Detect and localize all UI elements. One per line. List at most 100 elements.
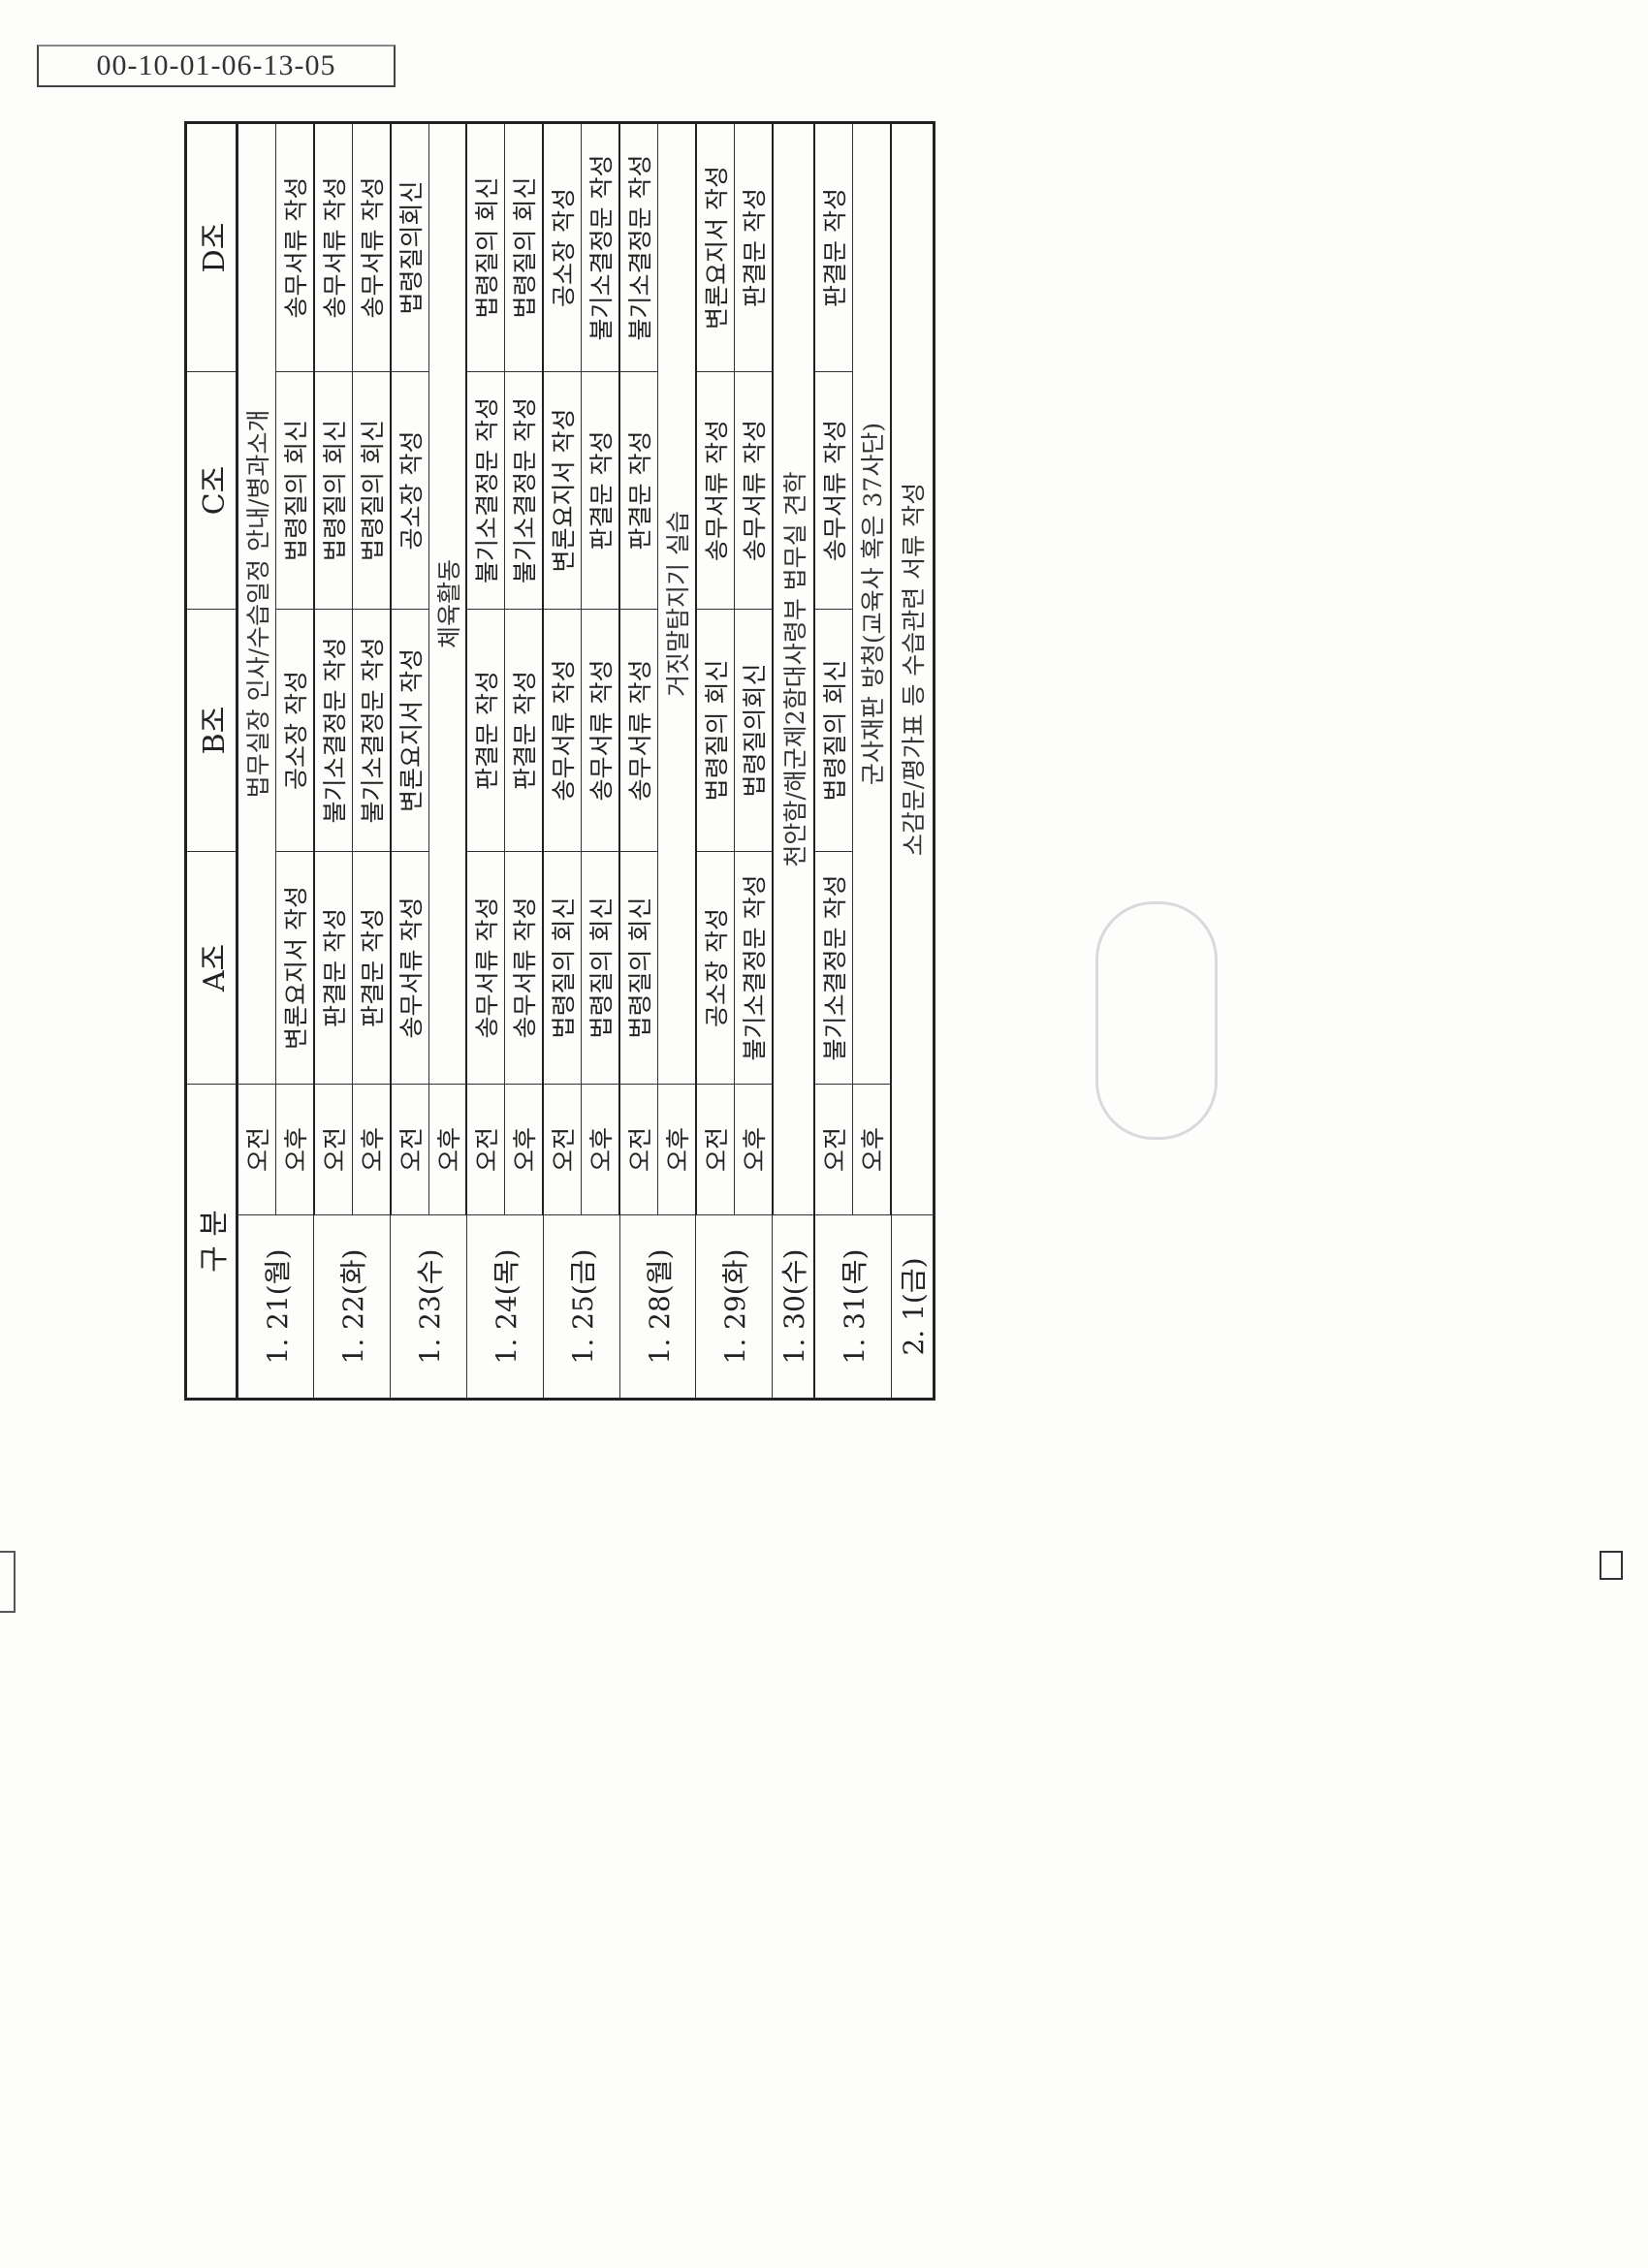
date-cell: 1. 22(화) (313, 1214, 391, 1400)
group-task-cell: 법령질의 회신 (543, 851, 582, 1085)
common-activity: 법무실장 인사/수습일정 안내/병과소개 (237, 122, 276, 1085)
date-cell: 1. 24(목) (466, 1214, 544, 1400)
schedule-table: 구 분 A조 B조 C조 D조 1. 21(월) 오전 법무실장 인사/수습일정 안… (184, 121, 935, 1401)
group-task-cell: 송무서류 작성 (581, 609, 620, 852)
table-row: 1. 29(화) 오전 공소장 작성 법령질의 회신 송무서류 작성 변론요지서 작성 (695, 122, 773, 1400)
table-row: 오후 변론요지서 작성 공소장 작성 법령질의 회신 송무서류 작성 (275, 122, 314, 1400)
group-task-cell: 불기소결정문 작성 (504, 371, 544, 610)
group-task-cell: 송무서류 작성 (814, 371, 853, 610)
group-task-cell: 불기소결정문 작성 (466, 371, 505, 610)
table-row: 1. 24(목) 오전 송무서류 작성 판결문 작성 불기소결정문 작성 법령질의 회신 (466, 122, 544, 1400)
group-task-cell: 법령질의 회신 (581, 851, 620, 1085)
group-task-cell: 불기소결정문 작성 (814, 851, 853, 1085)
group-task-cell: 송무서류 작성 (734, 371, 773, 610)
group-task-cell: 법령질의회신 (734, 609, 773, 852)
group-task-cell: 법령질의 회신 (814, 609, 853, 852)
table-row: 1. 28(월) 오전 법령질의 회신 송무서류 작성 판결문 작성 불기소결정문 작성 (619, 122, 696, 1400)
date-cell: 2. 1(금) (891, 1214, 935, 1400)
table-row: 2. 1(금) 소감문/평가표 등 수습관련 서류 작성 (891, 122, 935, 1400)
full-day-activity: 천안함/해군제2함대사령부 법무실 견학 (772, 122, 815, 1215)
date-cell: 1. 31(목) (814, 1214, 892, 1400)
time-cell: 오전 (466, 1084, 505, 1215)
common-activity: 체육활동 (428, 122, 467, 1085)
group-task-cell: 송무서류 작성 (390, 851, 429, 1085)
date-cell: 1. 28(월) (619, 1214, 696, 1400)
schedule-table-rotated: 구 분 A조 B조 C조 D조 1. 21(월) 오전 법무실장 인사/수습일정 안… (184, 121, 935, 1401)
date-cell: 1. 30(수) (772, 1214, 815, 1400)
group-task-cell: 판결문 작성 (313, 851, 353, 1085)
group-task-cell: 공소장 작성 (695, 851, 735, 1085)
group-task-cell: 송무서류 작성 (275, 122, 314, 372)
table-row: 오후 불기소결정문 작성 법령질의회신 송무서류 작성 판결문 작성 (734, 122, 773, 1400)
group-task-cell: 판결문 작성 (814, 122, 853, 372)
time-cell: 오전 (390, 1084, 429, 1215)
group-task-cell: 공소장 작성 (275, 609, 314, 852)
group-task-cell: 불기소결정문 작성 (734, 851, 773, 1085)
group-task-cell: 공소장 작성 (543, 122, 582, 372)
document-id-stamp: 00-10-01-06-13-05 (37, 45, 396, 87)
group-task-cell: 불기소결정문 작성 (619, 122, 658, 372)
date-cell: 1. 21(월) (237, 1214, 314, 1400)
group-task-cell: 송무서류 작성 (543, 609, 582, 852)
group-task-cell: 송무서류 작성 (695, 371, 735, 610)
watermark-stamp (1095, 901, 1218, 1140)
table-row: 오후 체육활동 (428, 122, 467, 1400)
header-group-d: D조 (185, 122, 238, 372)
group-task-cell: 판결문 작성 (352, 851, 391, 1085)
group-task-cell: 판결문 작성 (581, 371, 620, 610)
table-row: 1. 31(목) 오전 불기소결정문 작성 법령질의 회신 송무서류 작성 판결문 작성 (814, 122, 892, 1400)
time-cell: 오전 (543, 1084, 582, 1215)
group-task-cell: 판결문 작성 (466, 609, 505, 852)
group-task-cell: 송무서류 작성 (619, 609, 658, 852)
group-task-cell: 변론요지서 작성 (543, 371, 582, 610)
group-task-cell: 송무서류 작성 (352, 122, 391, 372)
group-task-cell: 법령질의 회신 (352, 371, 391, 610)
time-cell: 오전 (237, 1084, 276, 1215)
table-row: 오후 법령질의 회신 송무서류 작성 판결문 작성 불기소결정문 작성 (581, 122, 620, 1400)
time-cell: 오전 (619, 1084, 658, 1215)
group-task-cell: 송무서류 작성 (466, 851, 505, 1085)
header-group-c: C조 (185, 371, 238, 610)
group-task-cell: 불기소결정문 작성 (352, 609, 391, 852)
date-cell: 1. 23(수) (390, 1214, 467, 1400)
table-row: 1. 22(화) 오전 판결문 작성 불기소결정문 작성 법령질의 회신 송무서류 작성 (313, 122, 391, 1400)
group-task-cell: 법령질의 회신 (695, 609, 735, 852)
time-cell: 오후 (352, 1084, 391, 1215)
table-row: 오후 군사재판 방청(교육사 혹은 37사단) (852, 122, 892, 1400)
scan-mark (1600, 1551, 1623, 1580)
group-task-cell: 법령질의 회신 (504, 122, 544, 372)
group-task-cell: 변론요지서 작성 (390, 609, 429, 852)
table-row: 1. 23(수) 오전 송무서류 작성 변론요지서 작성 공소장 작성 법령질의회신 (390, 122, 467, 1400)
table-row: 1. 25(금) 오전 법령질의 회신 송무서류 작성 변론요지서 작성 공소장 작성 (543, 122, 620, 1400)
group-task-cell: 법령질의 회신 (313, 371, 353, 610)
time-cell: 오후 (275, 1084, 314, 1215)
group-task-cell: 불기소결정문 작성 (581, 122, 620, 372)
time-cell: 오후 (504, 1084, 544, 1215)
group-task-cell: 법령질의회신 (390, 122, 429, 372)
group-task-cell: 법령질의 회신 (619, 851, 658, 1085)
time-cell: 오전 (695, 1084, 735, 1215)
group-task-cell: 송무서류 작성 (504, 851, 544, 1085)
group-task-cell: 판결문 작성 (734, 122, 773, 372)
table-row: 1. 21(월) 오전 법무실장 인사/수습일정 안내/병과소개 (237, 122, 314, 1400)
time-cell: 오후 (581, 1084, 620, 1215)
group-task-cell: 변론요지서 작성 (695, 122, 735, 372)
group-task-cell: 법령질의 회신 (466, 122, 505, 372)
scan-mark (0, 1551, 16, 1613)
common-activity: 군사재판 방청(교육사 혹은 37사단) (852, 122, 892, 1085)
table-row: 오후 거짓말탐지기 실습 (657, 122, 696, 1400)
date-cell: 1. 25(금) (543, 1214, 620, 1400)
full-day-activity: 소감문/평가표 등 수습관련 서류 작성 (891, 122, 935, 1215)
time-cell: 오후 (852, 1084, 892, 1215)
table-row: 1. 30(수) 천안함/해군제2함대사령부 법무실 견학 (772, 122, 815, 1400)
group-task-cell: 변론요지서 작성 (275, 851, 314, 1085)
group-task-cell: 판결문 작성 (504, 609, 544, 852)
table-row: 오후 판결문 작성 불기소결정문 작성 법령질의 회신 송무서류 작성 (352, 122, 391, 1400)
header-division: 구 분 (185, 1084, 238, 1400)
time-cell: 오전 (814, 1084, 853, 1215)
group-task-cell: 법령질의 회신 (275, 371, 314, 610)
group-task-cell: 판결문 작성 (619, 371, 658, 610)
header-group-a: A조 (185, 851, 238, 1085)
header-group-b: B조 (185, 609, 238, 852)
date-cell: 1. 29(화) (695, 1214, 773, 1400)
